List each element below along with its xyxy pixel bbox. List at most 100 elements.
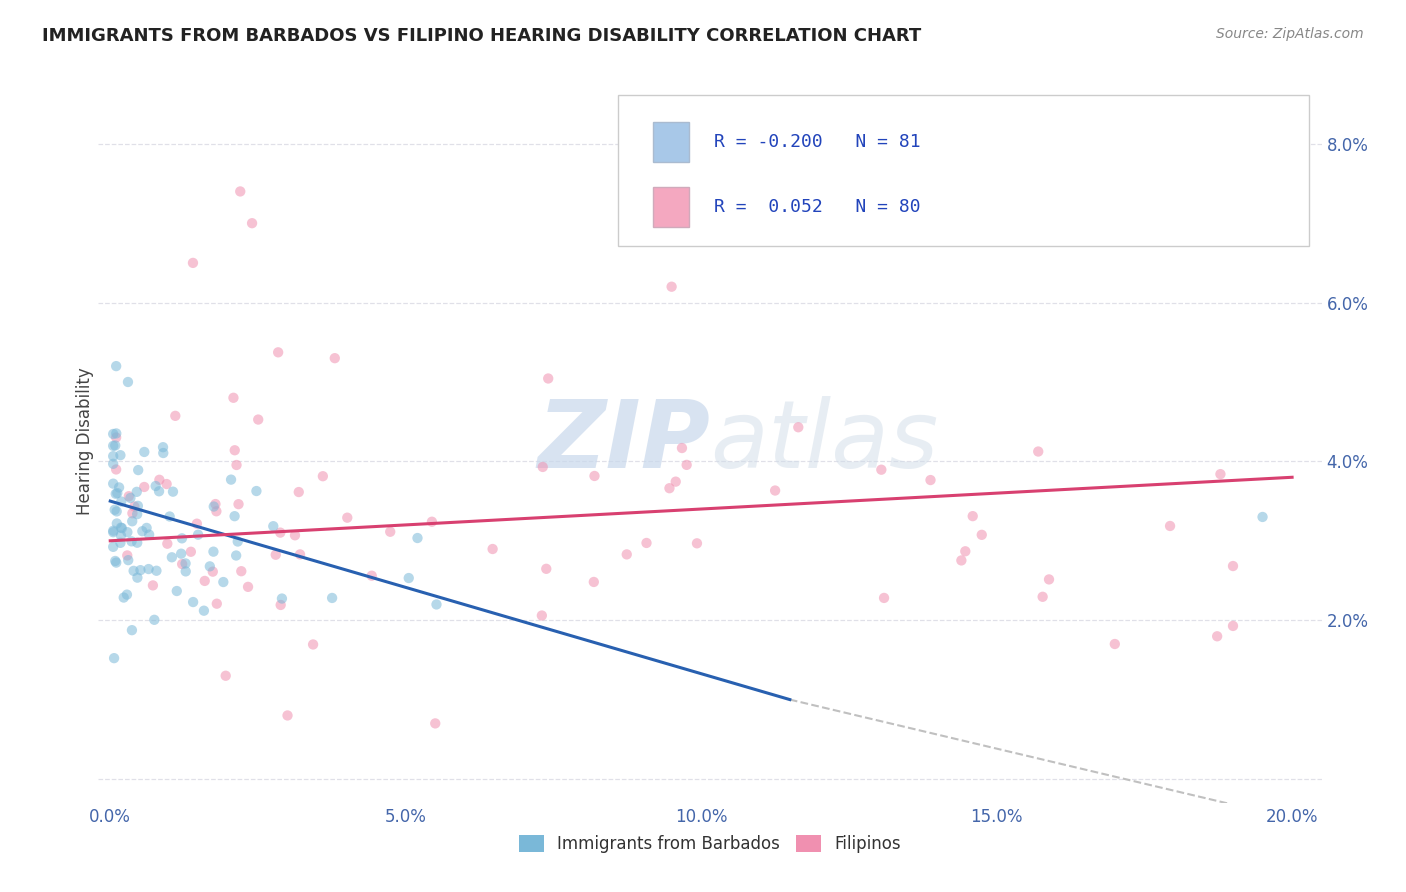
Point [105,556,128,570]
Point [121,534,143,549]
Point [231,564,253,578]
Point [103,427,125,442]
Text: IMMIGRANTS FROM BARBADOS VS FILIPINO HEARING DISABILITY CORRELATION CHART: IMMIGRANTS FROM BARBADOS VS FILIPINO HEA… [42,27,921,45]
Point [187,527,209,541]
Point [225,458,247,472]
Bar [652,122,689,161]
Point [262,519,284,533]
Point [110,494,132,508]
Point [135,521,157,535]
Point [103,439,125,453]
Point [104,487,127,501]
Point [162,484,184,499]
Point [537,371,560,385]
Point [636,536,658,550]
Point [159,509,181,524]
Point [127,463,149,477]
Point [120,491,142,505]
Point [131,524,153,539]
Point [970,528,993,542]
Point [181,256,204,270]
Point [1206,629,1229,643]
Point [661,279,683,293]
Point [105,516,128,531]
Point [224,443,246,458]
Point [1026,444,1049,458]
Point [962,509,984,524]
Point [121,623,143,637]
Point [205,504,228,518]
Point [360,568,382,582]
Point [129,563,152,577]
Point [117,375,139,389]
Point [174,557,197,571]
Point [787,420,810,434]
Point [122,564,145,578]
Point [104,554,127,568]
Point [763,483,786,498]
Point [143,613,166,627]
Point [1032,590,1054,604]
Point [121,506,143,520]
Text: Source: ZipAtlas.com: Source: ZipAtlas.com [1216,27,1364,41]
Point [302,637,325,651]
Point [312,469,335,483]
Point [165,409,187,423]
Text: R =  0.052   N = 80: R = 0.052 N = 80 [714,198,921,216]
Point [950,553,973,567]
Point [1251,510,1274,524]
Point [271,591,294,606]
Point [121,514,143,528]
Point [152,440,174,454]
Point [870,463,893,477]
Point [148,473,170,487]
Point [111,521,134,535]
Point [229,185,252,199]
Point [103,476,125,491]
Point [582,574,605,589]
Point [152,446,174,460]
Point [117,553,139,567]
Bar [652,186,689,227]
Text: atlas: atlas [710,396,938,487]
Point [1159,519,1181,533]
Point [127,535,149,549]
Point [117,525,139,540]
Point [105,359,128,373]
Point [103,524,125,538]
Point [174,565,197,579]
Point [222,391,245,405]
Point [172,557,194,571]
Point [156,477,179,491]
Point [955,544,977,558]
Point [138,562,160,576]
Point [110,448,132,462]
Point [127,571,149,585]
Legend: Immigrants from Barbados, Filipinos: Immigrants from Barbados, Filipinos [512,828,908,860]
Point [226,534,249,549]
Point [145,479,167,493]
Point [202,544,225,558]
Point [531,459,554,474]
Point [115,588,138,602]
Point [201,565,224,579]
Point [686,536,709,550]
Point [536,562,558,576]
Point [336,510,359,524]
Point [148,484,170,499]
Point [110,536,132,550]
Point [323,351,346,366]
Y-axis label: Hearing Disability: Hearing Disability [76,368,94,516]
Point [240,216,263,230]
Point [658,481,681,495]
Point [103,540,125,554]
Point [276,708,298,723]
Point [103,525,125,540]
Point [1104,637,1126,651]
Point [616,548,638,562]
Point [287,485,309,500]
Point [1038,573,1060,587]
Point [134,445,156,459]
Point [194,574,217,588]
Point [671,441,693,455]
